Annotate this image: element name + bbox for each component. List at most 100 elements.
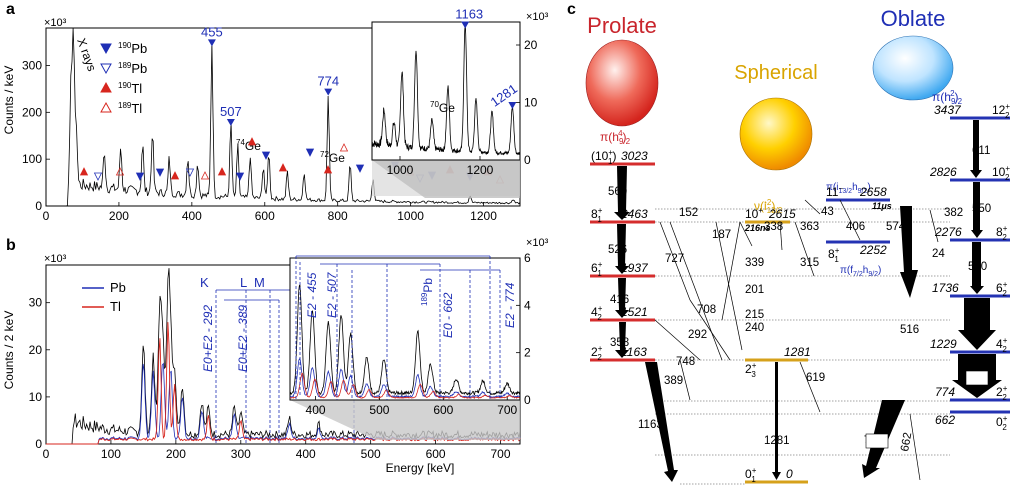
peak-marker <box>461 21 470 29</box>
isotope-marker <box>339 143 349 152</box>
svg-text:240: 240 <box>745 322 764 334</box>
x-tick-label: 0 <box>43 209 50 223</box>
legend-label: 190Pb <box>118 41 147 56</box>
legend-tl: Tl <box>110 299 121 314</box>
svg-text:24: 24 <box>932 248 945 260</box>
x-tick-label: 400 <box>306 403 326 417</box>
svg-text:516: 516 <box>900 324 919 336</box>
svg-text:338: 338 <box>764 221 783 233</box>
svg-text:748: 748 <box>676 356 695 368</box>
peak-marker <box>508 102 517 109</box>
svg-text:187: 187 <box>712 229 731 241</box>
svg-text:4+2: 4+ 2 <box>996 336 1008 354</box>
legend-pb: Pb <box>110 280 126 295</box>
legend-label: 190Tl <box>118 81 142 96</box>
panel-a-inset-xticks: 1000 1200 <box>387 156 494 177</box>
isotope-marker <box>247 137 257 146</box>
svg-text:358: 358 <box>610 337 629 349</box>
panel-b-inset-tl <box>290 372 520 399</box>
svg-text:382: 382 <box>944 207 963 219</box>
pb189-label: 189Pb <box>420 278 435 306</box>
oblate-config: π(h9/22) <box>932 89 963 106</box>
x-tick-label: 700 <box>491 447 511 461</box>
legend-marker <box>100 101 112 113</box>
i13h9-config: π(i13/2h9/2) <box>826 182 871 195</box>
svg-text:727: 727 <box>665 253 684 265</box>
isotope-marker <box>79 167 89 176</box>
y-tick-label: 0 <box>524 393 531 407</box>
y-tick-label: 0 <box>524 153 531 167</box>
transition-labels: 560 526 416 358 1163 152 187 727 708 292… <box>608 145 991 453</box>
panel-a-inset-spectrum <box>371 25 521 156</box>
svg-text:550: 550 <box>972 203 991 215</box>
panel-b-inset-yscale: ×10³ <box>526 237 549 249</box>
x-tick-label: 700 <box>497 403 517 417</box>
x-tick-label: 400 <box>296 447 316 461</box>
panel-b-inset-frame <box>289 257 521 401</box>
spherical-shape <box>739 97 813 171</box>
svg-text:8+2: 8+ 2 <box>996 224 1008 242</box>
x-tick-label: 0 <box>43 447 50 461</box>
svg-text:216ns: 216ns <box>744 223 771 233</box>
spherical-level-labels: 10+ 2615 216ns 11− 2658 11μs 8+ 1 2252 2+… <box>744 184 892 484</box>
svg-text:2826: 2826 <box>929 165 957 179</box>
y-tick-label: 30 <box>29 296 43 310</box>
y-tick-label: 10 <box>29 390 43 404</box>
panel-b-inset-brackets <box>295 255 501 400</box>
svg-text:43: 43 <box>821 206 834 218</box>
peak-label-774: 774 <box>317 74 339 89</box>
isotope-marker <box>93 172 103 181</box>
x-tick-label: 800 <box>328 209 348 223</box>
panel-b-xlabel: Energy [keV] <box>386 461 455 475</box>
panel-a-label: a <box>6 1 15 18</box>
x-tick-label: 1200 <box>470 209 497 223</box>
svg-text:8+1: 8+ 1 <box>828 246 840 264</box>
panel-a-xticks: 0 200 400 600 800 1000 1200 <box>43 202 497 223</box>
svg-text:1937: 1937 <box>621 261 649 275</box>
panel-a-yticks: 0 100 200 300 <box>22 58 50 213</box>
svg-text:2615: 2615 <box>768 207 796 221</box>
peak-label-1163: 1163 <box>455 7 483 22</box>
svg-text:2+2: 2+ 2 <box>996 384 1008 402</box>
y-tick-label: 10 <box>524 96 538 110</box>
x-tick-label: 400 <box>182 209 202 223</box>
x-tick-label: 600 <box>426 447 446 461</box>
svg-text:1163: 1163 <box>621 345 647 359</box>
prolate-shape <box>585 39 659 127</box>
m-line-label: M <box>254 275 265 290</box>
panel-c-label: c <box>567 1 576 18</box>
panel-a-ylabel: Counts / keV <box>2 66 16 135</box>
panel-a: a Counts / keV ×10³ 0 200 400 600 800 1000 120… <box>2 1 549 223</box>
svg-text:406: 406 <box>846 221 865 233</box>
isotope-marker <box>278 163 288 172</box>
isotope-marker <box>305 148 315 157</box>
peak-marker <box>207 39 216 47</box>
isotope-marker <box>135 172 145 181</box>
y-tick-label: 6 <box>524 251 531 265</box>
svg-text:6+1: 6+ 1 <box>591 260 603 278</box>
y-tick-label: 20 <box>29 343 43 357</box>
svg-text:416: 416 <box>610 294 629 306</box>
svg-text:0+1: 0+ 1 <box>745 466 757 484</box>
y-tick-label: 0 <box>35 437 42 451</box>
oblate-header: Oblate <box>881 6 946 31</box>
x-tick-label: 1000 <box>387 163 414 177</box>
panel-a-zoom-connector <box>372 160 520 198</box>
x-tick-label: 100 <box>101 447 121 461</box>
y-tick-label: 4 <box>524 298 531 312</box>
svg-text:1281: 1281 <box>784 345 811 359</box>
prolate-config: π(h9/24) <box>600 129 631 146</box>
y-tick-label: 100 <box>22 152 42 166</box>
ge72-label: 72Ge <box>320 150 345 165</box>
k-line-label: K <box>200 275 209 290</box>
svg-text:(10+1): (10+ 1) <box>591 148 616 166</box>
svg-text:6+2: 6+ 2 <box>996 280 1008 298</box>
svg-text:1736: 1736 <box>932 281 959 295</box>
panel-a-peak-labels: 455 507 774 <box>201 24 339 127</box>
ge70-label: 70Ge <box>430 100 455 115</box>
l-line-label: L <box>240 275 247 290</box>
panel-a-inset-yscale: ×10³ <box>526 11 549 23</box>
svg-text:12+2: 12+ 2 <box>992 102 1010 120</box>
spherical-levels <box>745 220 808 484</box>
svg-text:774: 774 <box>935 385 955 399</box>
